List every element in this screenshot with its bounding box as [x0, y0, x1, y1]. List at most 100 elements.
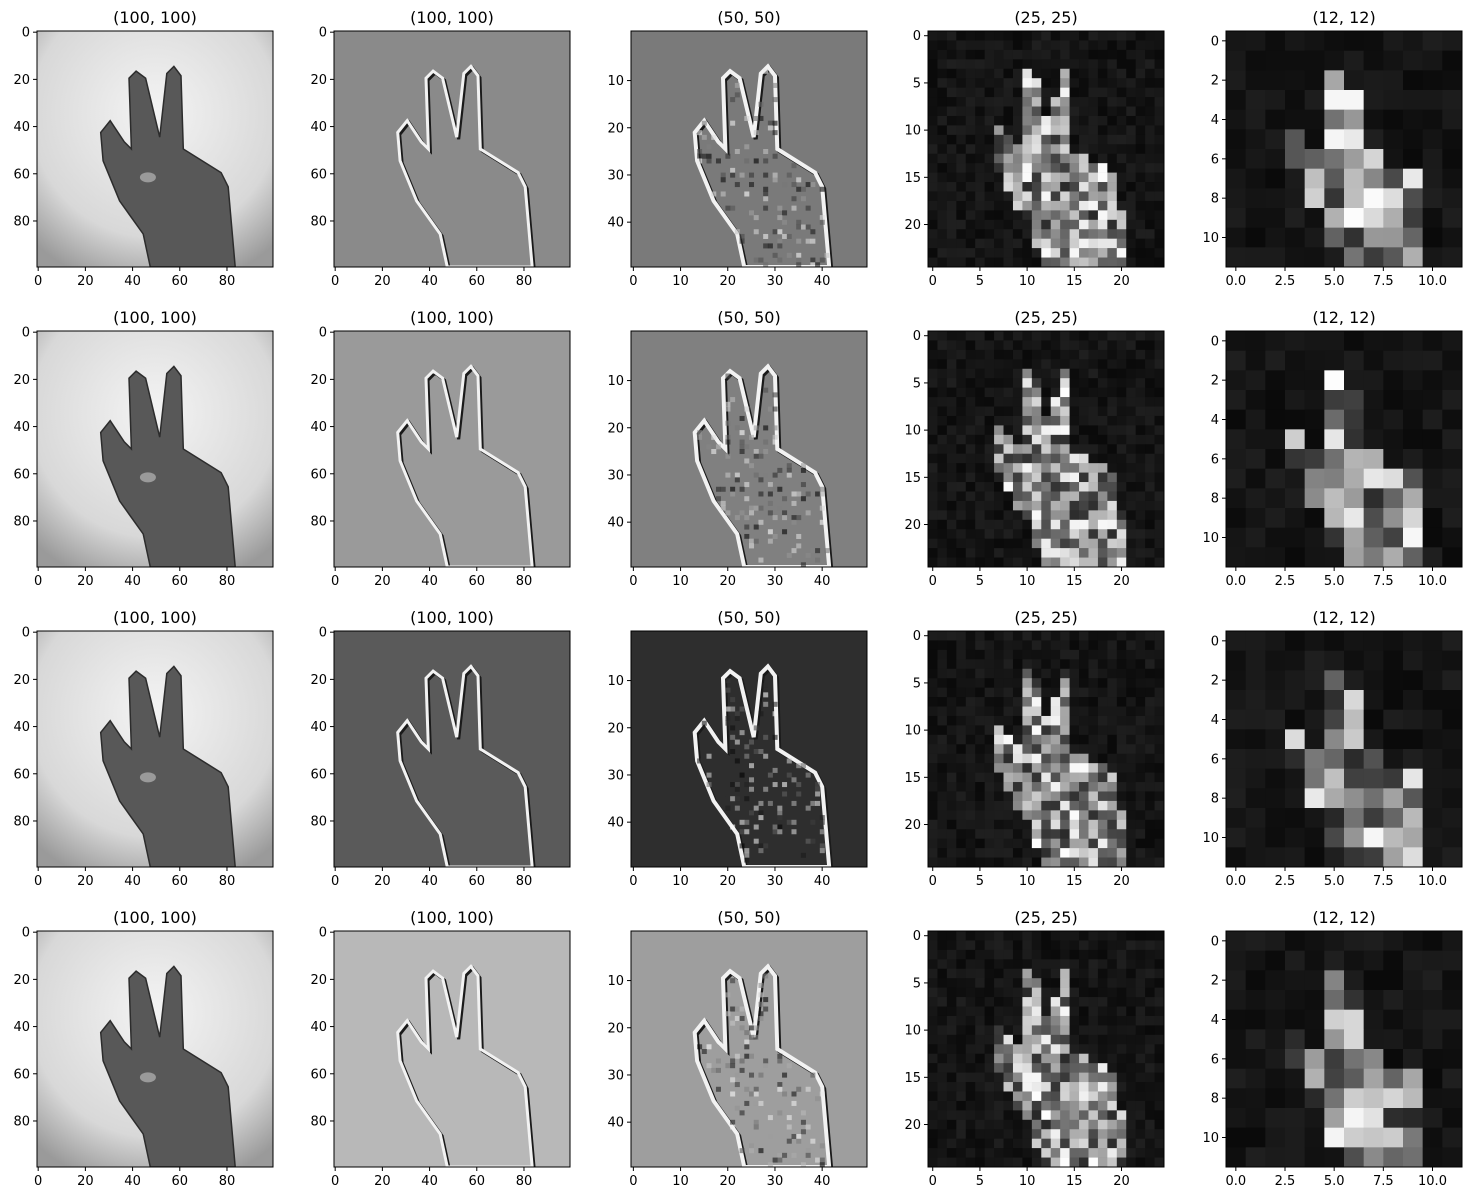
subplot-title: (100, 100) — [410, 8, 494, 27]
x-tick-label: 30 — [767, 574, 784, 589]
x-tick-label: 0 — [629, 874, 637, 889]
y-tick-label: 40 — [13, 720, 30, 735]
x-tick-label: 60 — [172, 274, 189, 289]
y-tick-label: 10 — [1202, 231, 1219, 246]
y-tick-label: 5 — [913, 676, 921, 691]
y-tick-label: 0 — [913, 629, 921, 644]
subplot-title: (12, 12) — [1312, 908, 1375, 927]
subplot-r2-c1: (100, 100) 0 20 40 60 80 0 20 40 60 80 — [13, 308, 274, 589]
y-tick-label: 2 — [1211, 974, 1219, 989]
subplot-r2-c3: (50, 50) 0 10 20 30 40 10 20 30 40 — [607, 308, 868, 589]
feature-map-image — [928, 631, 1164, 867]
y-tick-label: 0 — [1211, 634, 1219, 649]
axes-frame — [36, 930, 274, 1168]
y-tick-label: 20 — [607, 421, 624, 436]
axes-frame — [36, 330, 274, 568]
feature-map-image — [1226, 31, 1462, 267]
x-tick-label: 0 — [34, 274, 42, 289]
axes-frame — [1225, 30, 1463, 268]
x-tick-label: 80 — [219, 874, 236, 889]
x-tick-label: 20 — [374, 874, 391, 889]
feature-map-image — [37, 931, 273, 1167]
x-tick-label: 15 — [1066, 574, 1083, 589]
x-tick-label: 0 — [34, 1174, 42, 1189]
x-tick-label: 10.0 — [1418, 1174, 1447, 1189]
subplot-r2-c5: (12, 12) 0.0 2.5 5.0 7.5 10.0 0 2 4 6 8 10 — [1202, 308, 1463, 589]
subplot-title: (100, 100) — [113, 908, 197, 927]
feature-map-image — [334, 931, 570, 1167]
subplot-r3-c4: (25, 25) 0 5 10 15 20 0 5 10 15 20 — [904, 608, 1165, 889]
x-tick-label: 0 — [331, 574, 339, 589]
y-tick-label: 20 — [310, 73, 327, 88]
x-tick-label: 0 — [34, 574, 42, 589]
y-tick-label: 30 — [607, 1068, 624, 1083]
y-tick-label: 0 — [319, 326, 327, 341]
y-tick-label: 4 — [1211, 713, 1219, 728]
x-tick-label: 10 — [672, 1174, 689, 1189]
x-tick-label: 20 — [1113, 274, 1130, 289]
x-tick-label: 7.5 — [1373, 874, 1394, 889]
y-tick-label: 30 — [607, 168, 624, 183]
x-tick-label: 40 — [814, 274, 831, 289]
subplot-r3-c3: (50, 50) 0 10 20 30 40 10 20 30 40 — [607, 608, 868, 889]
y-tick-label: 0 — [913, 29, 921, 44]
subplot-title: (12, 12) — [1312, 8, 1375, 27]
y-tick-label: 40 — [310, 120, 327, 135]
x-tick-label: 80 — [516, 874, 533, 889]
subplot-title: (100, 100) — [113, 608, 197, 627]
axes-frame — [333, 630, 571, 868]
axes-frame — [630, 630, 868, 868]
x-tick-label: 10.0 — [1418, 574, 1447, 589]
y-tick-label: 80 — [13, 514, 30, 529]
y-tick-label: 80 — [13, 1114, 30, 1129]
subplot-r1-c5: (12, 12) 0.0 2.5 5.0 7.5 10.0 0 2 4 6 8 10 — [1202, 8, 1463, 289]
x-tick-label: 40 — [124, 274, 141, 289]
x-tick-label: 80 — [219, 274, 236, 289]
y-tick-label: 60 — [310, 767, 327, 782]
x-tick-label: 0 — [629, 574, 637, 589]
subplot-title: (50, 50) — [717, 608, 780, 627]
subplot-title: (100, 100) — [410, 608, 494, 627]
x-tick-label: 0 — [629, 274, 637, 289]
feature-map-image — [928, 931, 1164, 1167]
x-tick-label: 5 — [976, 1174, 984, 1189]
subplot-r3-c5: (12, 12) 0.0 2.5 5.0 7.5 10.0 0 2 4 6 8 10 — [1202, 608, 1463, 889]
y-tick-label: 20 — [607, 1021, 624, 1036]
y-tick-label: 60 — [13, 167, 30, 182]
y-tick-label: 8 — [1211, 792, 1219, 807]
x-tick-label: 10 — [1019, 1174, 1036, 1189]
y-tick-label: 0 — [22, 626, 30, 641]
y-tick-label: 5 — [913, 76, 921, 91]
subplot-title: (25, 25) — [1014, 308, 1077, 327]
x-tick-label: 20 — [719, 874, 736, 889]
y-tick-label: 15 — [904, 1071, 921, 1086]
subplot-r4-c4: (25, 25) 0 5 10 15 20 0 5 10 15 20 — [904, 908, 1165, 1189]
x-tick-label: 80 — [516, 274, 533, 289]
x-tick-label: 60 — [469, 574, 486, 589]
subplot-title: (50, 50) — [717, 908, 780, 927]
y-tick-label: 10 — [904, 1024, 921, 1039]
feature-map-image — [1226, 631, 1462, 867]
y-tick-label: 6 — [1211, 1052, 1219, 1067]
y-tick-label: 6 — [1211, 152, 1219, 167]
x-tick-label: 20 — [77, 574, 94, 589]
y-tick-label: 20 — [13, 973, 30, 988]
x-tick-label: 10 — [1019, 574, 1036, 589]
x-tick-label: 40 — [124, 1174, 141, 1189]
feature-map-image — [631, 631, 867, 867]
subplot-r2-c2: (100, 100) 0 20 40 60 80 0 20 40 60 80 — [310, 308, 571, 589]
y-tick-label: 0 — [1211, 934, 1219, 949]
x-tick-label: 15 — [1066, 274, 1083, 289]
x-tick-label: 0.0 — [1225, 1174, 1246, 1189]
axes-frame — [333, 30, 571, 268]
y-tick-label: 20 — [13, 73, 30, 88]
x-tick-label: 20 — [719, 574, 736, 589]
y-tick-label: 10 — [1202, 531, 1219, 546]
y-tick-label: 20 — [607, 121, 624, 136]
y-tick-label: 15 — [904, 171, 921, 186]
y-tick-label: 4 — [1211, 113, 1219, 128]
axes-frame — [333, 330, 571, 568]
axes-frame — [927, 330, 1165, 568]
x-tick-label: 10 — [672, 574, 689, 589]
